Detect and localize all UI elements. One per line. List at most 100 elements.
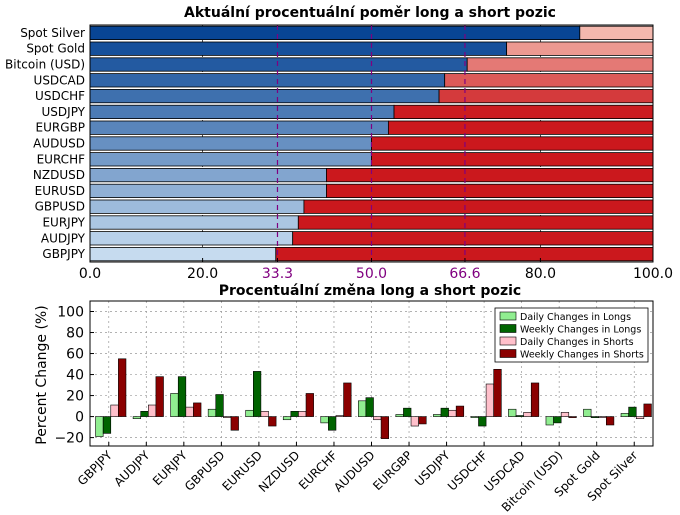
chart2-ytick-label: 40 xyxy=(66,368,84,384)
chart2-category-label: NZDUSD xyxy=(256,448,303,495)
chart2-bar xyxy=(403,407,412,417)
chart1-long-bar xyxy=(89,57,468,72)
chart1-xtick-label: 66.6 xyxy=(449,266,480,282)
chart1-short-bar xyxy=(292,231,654,246)
chart2-bar xyxy=(357,400,367,417)
chart2-bar xyxy=(328,416,337,431)
chart1-long-bar xyxy=(89,25,581,41)
chart2-bar xyxy=(290,411,299,417)
chart2-bar xyxy=(568,416,577,418)
chart2-legend xyxy=(494,307,649,363)
chart2-category-label: GBPJPY xyxy=(75,448,116,489)
chart1-short-bar xyxy=(438,89,654,104)
chart1-category-label: USDCHF xyxy=(35,89,85,103)
chart2-bar xyxy=(335,415,344,417)
chart1-long-bar xyxy=(89,183,327,198)
chart1-short-bar xyxy=(297,215,654,230)
chart2-bar xyxy=(485,383,495,417)
chart2-bar xyxy=(418,416,427,425)
chart2-category-label: EURGBP xyxy=(370,448,415,493)
chart1-category-label: USDJPY xyxy=(42,105,86,119)
chart1-category-label: EURGBP xyxy=(36,121,85,135)
chart2-bar xyxy=(628,406,637,417)
chart2-bar xyxy=(373,416,382,421)
chart1-short-bar xyxy=(326,183,654,198)
chart2-bar xyxy=(118,358,127,417)
chart2-bar xyxy=(433,414,442,417)
chart2-bar xyxy=(410,416,419,427)
chart1-short-bar xyxy=(371,152,654,167)
chart1-plot: Spot Silver Spot Gold Bitcoin (USD)USDCAD U… xyxy=(5,24,673,282)
chart2-legend-swatch xyxy=(499,324,517,333)
chart1-long-bar xyxy=(89,246,277,262)
chart1-xtick-label: 0.0 xyxy=(79,266,101,282)
chart2-bar xyxy=(305,393,314,417)
chart1-xtick-label: 80.0 xyxy=(525,266,556,282)
chart2-bar xyxy=(470,416,479,418)
chart2-ytick-label: −20 xyxy=(54,431,84,447)
chart1-long-bar xyxy=(89,89,440,104)
chart2-bar xyxy=(635,416,645,419)
chart2-bar xyxy=(110,404,119,417)
chart2-bar xyxy=(590,416,599,418)
chart1-xtick-label: 20.0 xyxy=(187,266,218,282)
chart1-short-bar xyxy=(393,104,654,119)
chart1-short-bar xyxy=(326,167,654,183)
chart2-category-label: AUDJPY xyxy=(111,448,153,490)
chart1-short-bar xyxy=(303,199,654,214)
chart1-long-bar xyxy=(89,73,446,88)
chart2-bar xyxy=(560,412,570,417)
chart2-bar xyxy=(478,416,487,427)
chart2-bar xyxy=(230,416,239,431)
chart1-short-bar xyxy=(506,41,654,56)
chart2-bar xyxy=(530,382,540,417)
chart1-category-label: EURJPY xyxy=(42,216,85,230)
chart1-long-bar xyxy=(89,104,395,119)
chart1-short-bar xyxy=(387,120,654,135)
chart2-bar xyxy=(440,407,449,417)
chart2-bar xyxy=(448,409,457,417)
chart1-category-label: GBPJPY xyxy=(42,247,85,261)
chart2-ytick-label: 80 xyxy=(66,326,84,342)
chart2-bar xyxy=(245,409,254,417)
chart2-bar xyxy=(140,411,149,417)
chart2-frame xyxy=(89,300,654,447)
chart1-xtick-label: 33.3 xyxy=(262,266,293,282)
chart1-category-label: AUDJPY xyxy=(41,231,86,245)
chart2-legend-swatch xyxy=(499,311,517,321)
chart2-legend-label: Weekly Changes in Shorts xyxy=(520,350,644,361)
chart2-bar xyxy=(455,405,465,417)
chart2-bar xyxy=(170,393,179,417)
chart2-bar xyxy=(320,416,329,424)
chart1-category-label: NZDUSD xyxy=(33,168,85,182)
chart1-category-label: USDCAD xyxy=(34,73,85,87)
chart2-bar xyxy=(553,416,562,424)
chart2-bar xyxy=(380,416,390,439)
chart2-legend-label: Weekly Changes in Longs xyxy=(520,325,641,336)
chart2-bar xyxy=(523,412,532,417)
chart1-category-label: Bitcoin (USD) xyxy=(5,58,85,72)
chart1-category-label: Spot Gold xyxy=(26,42,85,56)
chart2-bar xyxy=(508,408,517,417)
chart2-bar xyxy=(298,411,307,417)
chart2-category-label: GBPUSD xyxy=(182,448,228,494)
chart2-bar xyxy=(605,416,615,426)
chart1-title: Aktuální procentuální poměr long a short… xyxy=(184,5,556,21)
chart1-long-bar xyxy=(89,152,372,167)
chart2-bar xyxy=(223,416,232,418)
chart2-bar xyxy=(177,376,187,417)
chart2-bar xyxy=(620,413,629,417)
chart2-bar xyxy=(343,382,352,417)
chart1-short-bar xyxy=(444,73,654,88)
chart2-bar xyxy=(215,394,224,417)
chart1-short-bar xyxy=(466,57,654,72)
chart2-bar xyxy=(155,376,164,417)
chart2-bar xyxy=(395,414,404,417)
chart1-short-bar xyxy=(371,136,654,151)
chart1-long-bar xyxy=(89,136,372,151)
chart2-ylabel: Percent Change (%) xyxy=(34,305,50,444)
chart1-xtick-label: 50.0 xyxy=(356,266,387,282)
chart2-bar xyxy=(583,408,592,417)
chart1-long-bar xyxy=(89,215,299,230)
